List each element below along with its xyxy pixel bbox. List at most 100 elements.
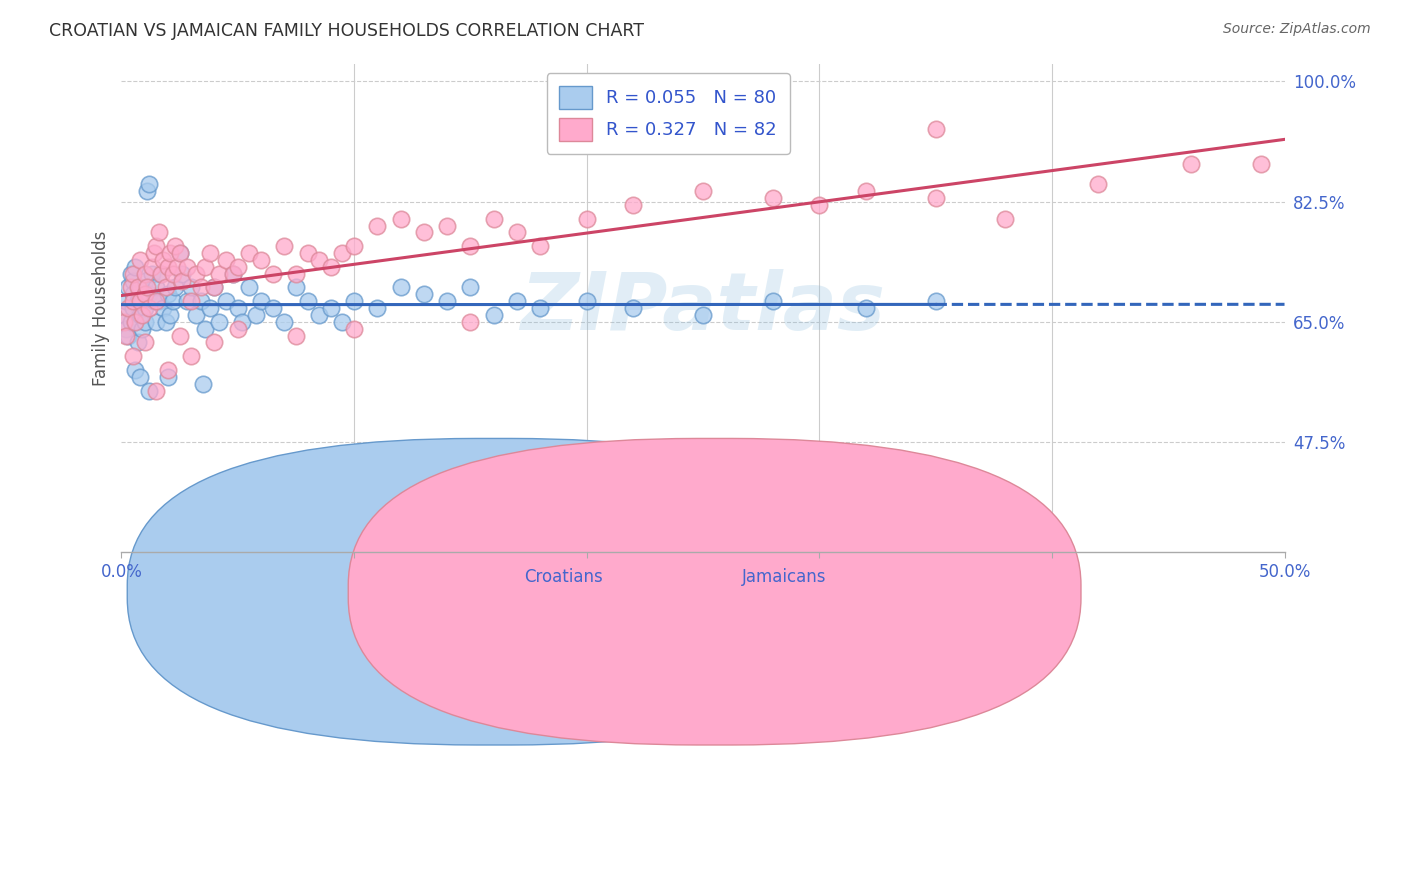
Point	[145, 384, 167, 398]
Point	[412, 287, 434, 301]
Point	[250, 252, 273, 267]
Point	[124, 315, 146, 329]
Point	[145, 315, 167, 329]
Point	[808, 198, 831, 212]
Point	[163, 239, 186, 253]
Point	[529, 239, 551, 253]
Point	[169, 328, 191, 343]
Point	[924, 294, 946, 309]
Point	[1250, 157, 1272, 171]
Point	[194, 322, 217, 336]
Point	[262, 301, 284, 315]
Point	[208, 267, 231, 281]
Point	[156, 287, 179, 301]
Point	[169, 246, 191, 260]
Point	[122, 301, 145, 315]
Point	[343, 239, 366, 253]
Point	[621, 198, 644, 212]
Point	[148, 226, 170, 240]
Point	[180, 294, 202, 309]
Point	[115, 328, 138, 343]
Point	[273, 239, 295, 253]
Point	[162, 294, 184, 309]
Point	[143, 246, 166, 260]
Point	[120, 280, 142, 294]
Point	[284, 328, 307, 343]
Point	[222, 267, 245, 281]
Point	[194, 260, 217, 274]
Point	[162, 267, 184, 281]
Point	[134, 335, 156, 350]
Point	[122, 274, 145, 288]
Point	[112, 315, 135, 329]
Text: ZIPatlas: ZIPatlas	[520, 269, 886, 347]
Point	[238, 280, 260, 294]
Point	[169, 246, 191, 260]
Point	[115, 322, 138, 336]
Point	[762, 294, 785, 309]
Point	[129, 369, 152, 384]
Point	[231, 315, 253, 329]
Point	[149, 267, 172, 281]
Point	[138, 178, 160, 192]
Point	[149, 267, 172, 281]
Point	[129, 308, 152, 322]
Point	[115, 294, 138, 309]
Point	[204, 280, 226, 294]
Point	[319, 301, 342, 315]
Point	[127, 335, 149, 350]
Point	[131, 294, 153, 309]
Point	[215, 294, 238, 309]
Point	[412, 226, 434, 240]
Point	[575, 294, 598, 309]
Point	[191, 376, 214, 391]
Point	[159, 308, 181, 322]
Point	[163, 280, 186, 294]
Point	[198, 246, 221, 260]
Point	[284, 267, 307, 281]
FancyBboxPatch shape	[128, 439, 860, 745]
Point	[124, 260, 146, 274]
Point	[855, 301, 877, 315]
Point	[366, 301, 388, 315]
Point	[120, 315, 142, 329]
Point	[148, 294, 170, 309]
Text: Croatians: Croatians	[524, 568, 603, 586]
Point	[308, 308, 330, 322]
Point	[180, 280, 202, 294]
Point	[366, 219, 388, 233]
Point	[134, 274, 156, 288]
Point	[245, 308, 267, 322]
Point	[1180, 157, 1202, 171]
Point	[143, 294, 166, 309]
FancyBboxPatch shape	[349, 439, 1081, 745]
Point	[156, 369, 179, 384]
Point	[145, 294, 167, 309]
Point	[155, 280, 177, 294]
Point	[855, 184, 877, 198]
Point	[762, 191, 785, 205]
Point	[138, 287, 160, 301]
Point	[1087, 178, 1109, 192]
Point	[226, 322, 249, 336]
Point	[127, 280, 149, 294]
Point	[262, 267, 284, 281]
Point	[343, 322, 366, 336]
Point	[190, 280, 212, 294]
Point	[112, 308, 135, 322]
Y-axis label: Family Households: Family Households	[93, 230, 110, 386]
Point	[297, 246, 319, 260]
Point	[924, 122, 946, 136]
Point	[122, 349, 145, 363]
Point	[176, 294, 198, 309]
Point	[460, 315, 482, 329]
Point	[122, 294, 145, 309]
Point	[250, 294, 273, 309]
Point	[692, 308, 714, 322]
Point	[215, 252, 238, 267]
Point	[284, 280, 307, 294]
Point	[145, 280, 167, 294]
Point	[131, 322, 153, 336]
Point	[692, 184, 714, 198]
Point	[238, 246, 260, 260]
